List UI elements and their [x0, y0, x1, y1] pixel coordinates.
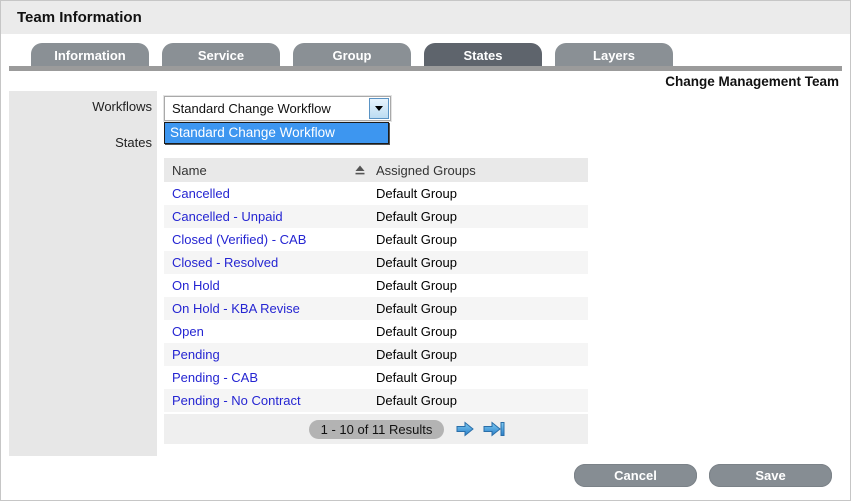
- chevron-down-icon: [375, 106, 383, 111]
- page-title: Team Information: [17, 9, 142, 26]
- state-link[interactable]: Open: [172, 324, 204, 339]
- tab-label: Layers: [593, 47, 635, 63]
- table-header-row: Name Assigned Groups: [164, 158, 588, 182]
- state-link[interactable]: On Hold - KBA Revise: [172, 301, 300, 316]
- states-table: Name Assigned Groups Cancelled Default Gr…: [164, 158, 588, 444]
- table-row: Cancelled - Unpaid Default Group: [164, 205, 588, 228]
- state-link[interactable]: Cancelled: [172, 186, 230, 201]
- last-page-icon[interactable]: [483, 419, 505, 439]
- state-link[interactable]: Pending: [172, 347, 220, 362]
- tab-label: Service: [197, 47, 245, 63]
- table-row: Pending - CAB Default Group: [164, 366, 588, 389]
- state-link[interactable]: Closed (Verified) - CAB: [172, 232, 307, 247]
- state-link[interactable]: On Hold: [172, 278, 220, 293]
- states-table-body: Cancelled Default Group Cancelled - Unpaid…: [164, 182, 588, 412]
- assigned-group-value: Default Group: [376, 347, 457, 362]
- table-row: Closed - Resolved Default Group: [164, 251, 588, 274]
- tab-states[interactable]: States: [424, 43, 542, 67]
- assigned-group-value: Default Group: [376, 255, 457, 270]
- workflow-select-options: Standard Change Workflow: [164, 122, 389, 144]
- state-link[interactable]: Cancelled - Unpaid: [172, 209, 283, 224]
- state-link[interactable]: Pending - CAB: [172, 370, 258, 385]
- tab-layers[interactable]: Layers: [555, 43, 673, 67]
- workflow-select[interactable]: Standard Change Workflow: [164, 96, 391, 121]
- workflow-select-dropdown-button[interactable]: [369, 98, 389, 119]
- results-count-badge: 1 - 10 of 11 Results: [308, 419, 445, 439]
- table-row: On Hold - KBA Revise Default Group: [164, 297, 588, 320]
- table-row: Closed (Verified) - CAB Default Group: [164, 228, 588, 251]
- state-link[interactable]: Pending - No Contract: [172, 393, 301, 408]
- workflows-label: Workflows: [92, 99, 152, 114]
- sidebar: Workflows States: [9, 91, 157, 456]
- assigned-group-value: Default Group: [376, 209, 457, 224]
- workflow-option[interactable]: Standard Change Workflow: [165, 123, 388, 143]
- team-name-label: Change Management Team: [665, 74, 839, 89]
- assigned-group-value: Default Group: [376, 370, 457, 385]
- tab-label: Group: [332, 47, 372, 63]
- state-link[interactable]: Closed - Resolved: [172, 255, 279, 270]
- tab-service[interactable]: Service: [162, 43, 280, 67]
- tab-information[interactable]: Information: [31, 43, 149, 67]
- cancel-button[interactable]: Cancel: [574, 464, 697, 487]
- states-label: States: [115, 135, 152, 150]
- assigned-group-value: Default Group: [376, 232, 457, 247]
- table-row: Pending Default Group: [164, 343, 588, 366]
- assigned-group-value: Default Group: [376, 186, 457, 201]
- sort-ascending-icon[interactable]: [354, 164, 376, 176]
- pagination-arrows: [454, 419, 505, 439]
- assigned-group-value: Default Group: [376, 301, 457, 316]
- tab-underline: [9, 66, 842, 71]
- page-header: Team Information: [1, 1, 850, 34]
- table-row: Cancelled Default Group: [164, 182, 588, 205]
- tab-label: States: [463, 47, 503, 63]
- column-header-name[interactable]: Name: [172, 162, 207, 178]
- column-header-assigned-groups[interactable]: Assigned Groups: [376, 162, 476, 178]
- tab-label: Information: [54, 47, 126, 63]
- assigned-group-value: Default Group: [376, 393, 457, 408]
- table-row: On Hold Default Group: [164, 274, 588, 297]
- assigned-group-value: Default Group: [376, 324, 457, 339]
- table-row: Open Default Group: [164, 320, 588, 343]
- save-button[interactable]: Save: [709, 464, 832, 487]
- assigned-group-value: Default Group: [376, 278, 457, 293]
- workflow-select-value: Standard Change Workflow: [172, 101, 331, 116]
- table-row: Pending - No Contract Default Group: [164, 389, 588, 412]
- next-page-icon[interactable]: [454, 419, 476, 439]
- tab-bar: Information Service Group States Layers: [31, 43, 673, 67]
- pagination-bar: 1 - 10 of 11 Results: [164, 414, 588, 444]
- tab-group[interactable]: Group: [293, 43, 411, 67]
